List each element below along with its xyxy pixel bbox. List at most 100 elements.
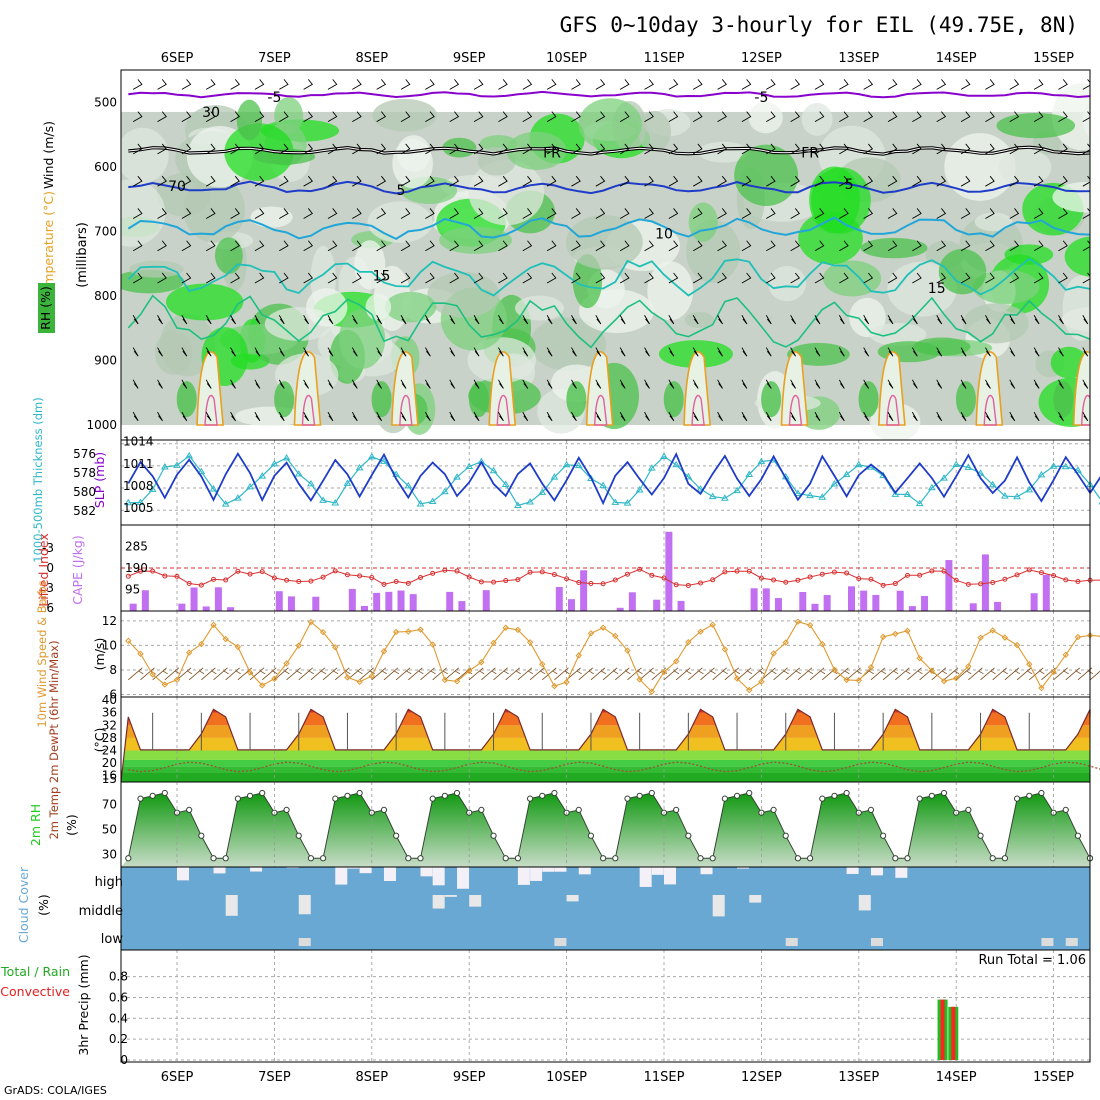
rh-blob — [663, 381, 684, 418]
wind-barb — [132, 79, 143, 90]
wind-barb — [546, 347, 553, 357]
boundary-plume-inner — [983, 394, 998, 426]
wind-barb — [157, 315, 163, 325]
rh-blob — [684, 311, 715, 328]
wind-barb — [424, 379, 431, 389]
wind-barb — [327, 411, 334, 422]
lifted-index-line — [128, 568, 1100, 586]
cloud-tick-label: low — [101, 932, 124, 947]
wind-barb — [644, 208, 654, 219]
rh-marker — [867, 806, 875, 813]
wind10m-marker — [806, 621, 814, 629]
wind-barb — [790, 347, 797, 357]
wind-barb — [400, 208, 411, 219]
boundary-plume-inner — [496, 394, 511, 426]
wind-barb — [960, 208, 971, 219]
cloud-low-gap — [785, 938, 798, 946]
cape-bar — [482, 590, 490, 611]
wind10m-barb — [846, 667, 862, 681]
wind-barb — [352, 143, 362, 155]
boundary-plume — [293, 351, 322, 426]
wind-barb — [522, 272, 533, 284]
wind-barb — [887, 175, 898, 187]
wind-barb — [571, 315, 577, 325]
wind-barb — [960, 379, 967, 389]
rh-marker — [831, 792, 838, 799]
rh-blob — [998, 148, 1052, 186]
temp-bands — [121, 709, 1090, 782]
wind10m-barb — [505, 667, 521, 681]
wind-barb — [766, 240, 776, 252]
rh-marker — [697, 855, 704, 862]
rh-marker — [928, 792, 935, 799]
wind-barb — [985, 111, 995, 123]
wind-barb — [132, 411, 139, 422]
wind-barb — [425, 79, 435, 90]
cape-bar — [811, 603, 819, 611]
wind-barb — [546, 111, 557, 123]
wind-barb — [546, 315, 553, 325]
wind10m-barb — [201, 667, 217, 681]
wind-barb — [1082, 379, 1089, 389]
wind-barb — [327, 143, 338, 155]
wind10m-marker — [746, 686, 753, 694]
cloud-high-gap — [250, 867, 263, 872]
wind-barb — [400, 240, 411, 252]
wind-barb — [692, 208, 703, 219]
wind-barb — [717, 111, 727, 123]
isotherm-20 — [127, 294, 1090, 349]
wind-barb — [571, 347, 577, 357]
cape-bar — [141, 590, 149, 611]
cape-bar — [385, 591, 393, 611]
wind-barb — [960, 111, 971, 123]
cape-bar — [921, 595, 929, 611]
wind-barb — [571, 240, 581, 252]
wind-barb — [619, 111, 630, 123]
wind-barb — [376, 175, 387, 187]
wind-barb — [960, 240, 971, 252]
wind-barb — [717, 208, 727, 219]
wind-barb — [985, 79, 995, 90]
wind-barb — [1009, 379, 1016, 389]
wind-barb — [1033, 111, 1044, 123]
wind-barb — [814, 79, 825, 90]
wind-barb — [668, 240, 679, 252]
wind-barb — [303, 175, 313, 187]
wind-barb — [887, 347, 894, 357]
wind10m-barb — [188, 667, 205, 681]
wind-barb — [741, 208, 752, 219]
wind10m-barb — [663, 667, 680, 681]
wind-barb — [790, 272, 800, 284]
wind10m-barb — [968, 667, 984, 681]
wind-barb — [960, 347, 967, 357]
wind-barb — [230, 379, 236, 389]
wind-barb — [644, 175, 654, 187]
rh-marker — [648, 789, 655, 797]
rh-marker — [1062, 806, 1069, 813]
wind-barb — [351, 379, 358, 389]
rh-blob — [761, 381, 782, 418]
rh-blob — [165, 283, 244, 321]
cape-bar — [446, 591, 454, 611]
wind-barb — [1009, 411, 1016, 422]
precip-tick-label: 0.4 — [109, 1011, 128, 1025]
wind10m-marker — [319, 628, 327, 636]
wind-barb — [157, 272, 167, 284]
cape-bar — [580, 570, 588, 611]
cape-axis-label: CAPE (J/kg) — [70, 535, 85, 605]
wind10m-marker — [599, 624, 607, 631]
wind10m-barb — [444, 667, 461, 681]
wind-barb — [181, 315, 188, 325]
rh-marker — [149, 792, 156, 799]
boundary-plume-inner — [593, 394, 608, 426]
wind-barb — [741, 175, 752, 187]
wind-barb — [912, 175, 922, 187]
temp-tick-label: 36 — [102, 706, 117, 720]
cape-bar — [896, 590, 904, 611]
rh-blob — [384, 291, 437, 323]
wind-barb — [157, 175, 167, 187]
wind-barb — [692, 175, 703, 187]
wind10m-barb — [383, 667, 400, 681]
wind-barb — [595, 240, 606, 252]
wind-barb — [936, 208, 947, 219]
